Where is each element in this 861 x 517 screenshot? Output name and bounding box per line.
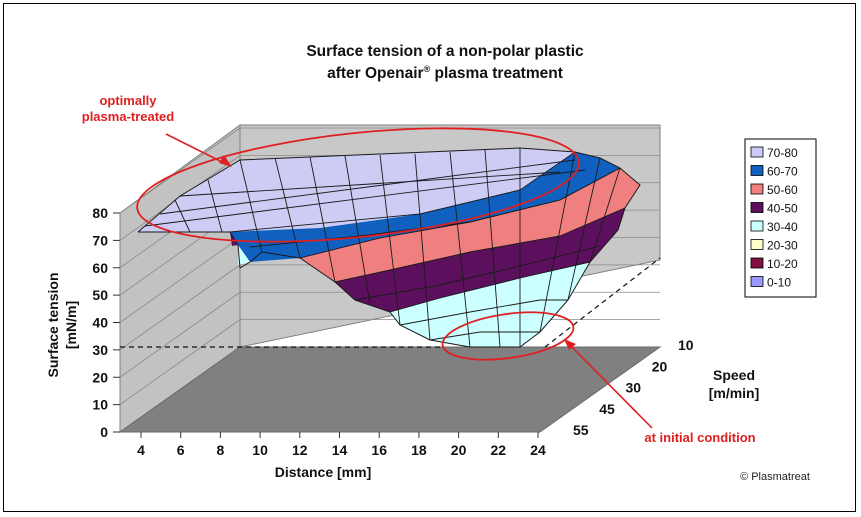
annotation-arrow-top — [165, 133, 227, 165]
annotation-top-line1: optimally — [99, 93, 157, 108]
band-50-60 — [300, 168, 640, 282]
mesh-line — [179, 171, 561, 197]
mesh-line — [449, 151, 471, 348]
legend-swatch — [750, 146, 764, 158]
mesh-line — [174, 199, 191, 233]
legend-label: 50-60 — [767, 183, 798, 197]
z-tick-label: 0 — [100, 424, 108, 440]
mesh-line — [354, 245, 601, 301]
band-70-80 — [138, 148, 575, 232]
legend-swatch — [750, 276, 764, 287]
y-axis-label-line1: Speed — [713, 367, 755, 383]
annotation-arrowhead-bottom — [564, 339, 576, 350]
band-30-40 — [390, 262, 590, 347]
gridline-side — [119, 319, 241, 405]
legend-label: 20-30 — [767, 239, 798, 253]
z-tick-label: 80 — [92, 205, 108, 221]
mesh-line — [299, 167, 621, 259]
mesh-line — [389, 261, 591, 313]
gridline-side — [119, 264, 241, 351]
mesh-line — [429, 331, 540, 341]
y-axis-label-line2: [m/min] — [709, 385, 760, 401]
mesh-line — [589, 167, 621, 263]
legend-swatch — [750, 239, 764, 250]
x-tick-label: 4 — [137, 442, 145, 458]
z-tick-label: 40 — [92, 315, 108, 331]
mesh-line — [229, 151, 576, 233]
annotation-arrowhead-top — [219, 155, 232, 167]
annotation-top-line2: plasma-treated — [82, 109, 175, 124]
mesh-line — [239, 159, 263, 253]
legend-swatch — [750, 220, 764, 232]
mesh-line — [334, 207, 626, 283]
x-tick-label: 16 — [371, 442, 387, 458]
y-tick-label: 10 — [678, 337, 694, 353]
x-tick-label: 18 — [411, 442, 427, 458]
y-tick-label: 55 — [573, 422, 589, 438]
legend: 70-80 60-70 50-60 40-50 30-40 20-30 10-20 0-10 — [750, 146, 798, 290]
legend-label: 30-40 — [767, 220, 798, 234]
legend-swatch — [750, 165, 764, 176]
annotation-ellipse-bottom — [441, 311, 575, 361]
legend-label: 10-20 — [767, 257, 798, 271]
legend-swatch — [750, 183, 764, 195]
band-60-70 — [230, 152, 620, 262]
legend-box — [744, 138, 817, 298]
reference-line-right — [544, 257, 661, 348]
surface-outline — [137, 147, 641, 348]
z-axis-label-line2: [mN/m] — [63, 301, 79, 349]
legend-swatch — [750, 257, 764, 269]
surface-plot — [137, 147, 641, 348]
z-tick-label: 70 — [92, 232, 108, 248]
mesh-line — [207, 179, 223, 233]
gridline-side — [119, 237, 241, 323]
annotation-arrow-bottom — [567, 342, 653, 429]
mesh-line — [344, 155, 371, 305]
z-tick-label: 50 — [92, 287, 108, 303]
x-tick-label: 22 — [491, 442, 507, 458]
mesh-line — [144, 169, 586, 227]
band-30-40-left — [238, 245, 262, 265]
mesh-line — [414, 153, 431, 341]
mesh-line — [159, 159, 576, 215]
x-ticks: 4 6 8 10 12 14 16 18 20 22 24 — [137, 432, 546, 458]
x-tick-label: 14 — [332, 442, 348, 458]
x-tick-label: 10 — [252, 442, 268, 458]
legend-label: 40-50 — [767, 202, 798, 216]
legend-label: 0-10 — [767, 276, 791, 290]
gridline-side — [119, 291, 241, 378]
chart-title-line1: Surface tension of a non-polar plastic — [306, 43, 584, 60]
y-tick-label: 45 — [599, 401, 615, 417]
x-tick-label: 6 — [177, 442, 185, 458]
z-tick-label: 30 — [92, 342, 108, 358]
z-tick-label: 60 — [92, 260, 108, 276]
x-axis-label: Distance [mm] — [275, 464, 371, 480]
mesh-line — [539, 151, 576, 333]
z-tick-label: 20 — [92, 369, 108, 385]
band-40-50 — [335, 208, 625, 312]
x-tick-label: 8 — [217, 442, 225, 458]
copyright: © Plasmatreat — [740, 471, 810, 483]
z-ticks: 0 10 20 30 40 50 60 70 80 — [92, 205, 120, 440]
mesh-line — [399, 299, 568, 326]
y-tick-label: 20 — [652, 358, 668, 374]
annotation-ellipse-top — [136, 127, 580, 243]
x-tick-label: 24 — [530, 442, 546, 458]
y-tick-label: 30 — [626, 380, 642, 396]
legend-swatch — [750, 202, 764, 213]
z-axis-label-line1: Surface tension — [45, 272, 61, 377]
x-tick-label: 20 — [451, 442, 467, 458]
legend-label: 60-70 — [767, 165, 798, 179]
mesh-line — [309, 156, 336, 283]
x-tick-label: 12 — [292, 442, 308, 458]
legend-label: 70-80 — [767, 146, 798, 160]
floor — [118, 346, 662, 433]
y-ticks: 10 20 30 45 55 — [573, 337, 694, 438]
annotation-bottom: at initial condition — [644, 430, 755, 445]
z-tick-label: 10 — [92, 397, 108, 413]
chart-title-line2: after Openair® plasma treatment — [327, 64, 563, 82]
